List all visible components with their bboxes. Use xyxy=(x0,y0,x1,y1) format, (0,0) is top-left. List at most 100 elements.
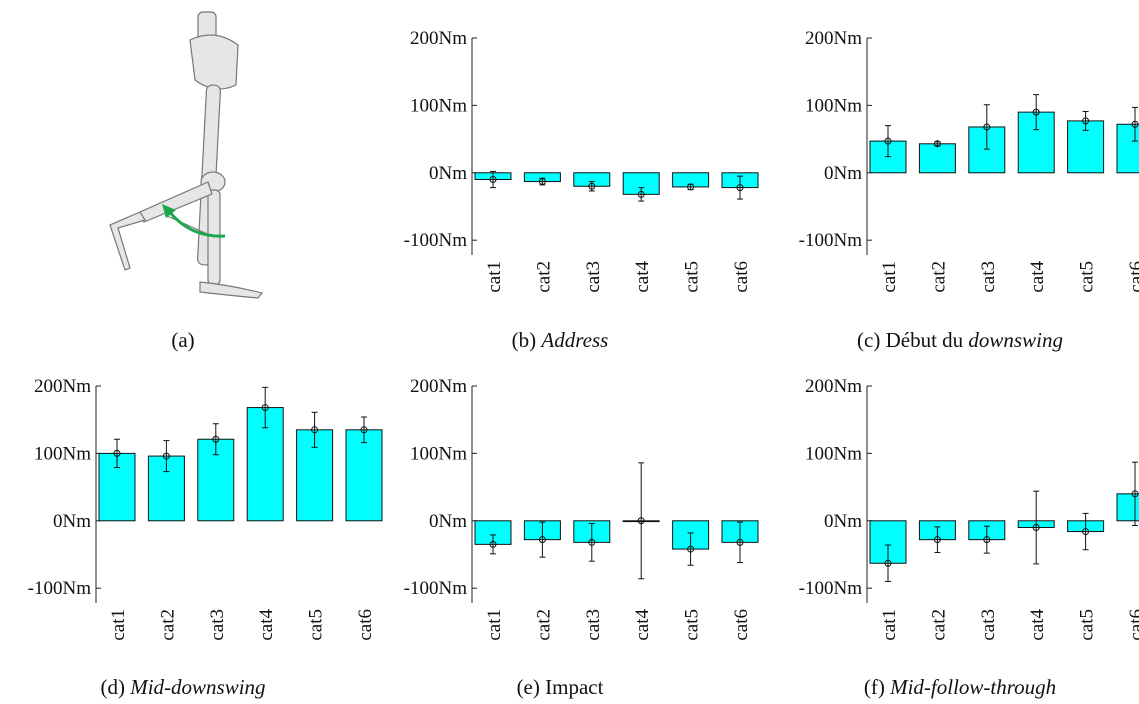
x-tick-label: cat1 xyxy=(879,261,900,293)
panel-caption: (e) Impact xyxy=(517,675,604,699)
y-tick-label: 100Nm xyxy=(34,443,91,464)
mean-marker xyxy=(261,404,269,412)
mean-marker xyxy=(687,183,695,191)
error-bar xyxy=(885,544,891,582)
error-bar xyxy=(1082,110,1089,131)
error-bar xyxy=(361,416,367,444)
panel-caption: (c) Début du downswing xyxy=(857,328,1063,352)
caption-title: downswing xyxy=(968,328,1063,352)
error-bar xyxy=(885,125,891,158)
y-tick-label: 200Nm xyxy=(34,376,91,397)
caption-label: (d) xyxy=(100,675,125,699)
mean-marker xyxy=(1032,524,1040,532)
x-tick-label: cat6 xyxy=(731,261,752,293)
mean-marker xyxy=(983,536,991,544)
panel-caption: (d) Mid-downswing xyxy=(100,675,265,699)
caption-title: Impact xyxy=(545,675,603,699)
x-tick-label: cat4 xyxy=(1027,261,1048,293)
caption-label: (c) xyxy=(857,328,880,352)
error-bar xyxy=(687,532,694,566)
mean-marker xyxy=(1082,117,1090,125)
error-bar xyxy=(163,440,170,473)
error-bar xyxy=(311,411,318,448)
mean-marker xyxy=(113,449,121,457)
skeleton-illustration xyxy=(109,11,264,299)
x-tick-label: cat3 xyxy=(583,261,604,293)
y-tick-label: 200Nm xyxy=(805,28,862,49)
mean-marker xyxy=(637,190,645,198)
error-bar xyxy=(638,187,645,202)
x-tick-label: cat6 xyxy=(1126,261,1139,293)
mean-marker xyxy=(933,536,941,544)
mean-marker xyxy=(489,540,497,548)
caption-title: Début du xyxy=(886,328,969,352)
mean-marker xyxy=(1082,528,1090,536)
y-tick-label: 200Nm xyxy=(410,376,467,397)
bar xyxy=(1116,493,1139,522)
panel-caption: (b) Address xyxy=(512,328,609,352)
x-tick-label: cat1 xyxy=(108,609,129,641)
bar xyxy=(345,429,383,522)
mean-marker xyxy=(489,176,497,184)
error-bar xyxy=(1132,106,1138,142)
x-tick-label: cat6 xyxy=(1126,609,1139,641)
y-tick-label: 0Nm xyxy=(53,511,91,532)
caption-label: (f) xyxy=(864,675,885,699)
x-tick-label: cat4 xyxy=(632,261,653,293)
y-tick-label: -100Nm xyxy=(799,578,863,599)
error-bar xyxy=(539,521,546,558)
x-tick-label: cat6 xyxy=(731,609,752,641)
y-tick-label: 200Nm xyxy=(805,376,862,397)
caption-label: (e) xyxy=(517,675,540,699)
x-tick-label: cat4 xyxy=(256,609,277,641)
error-bar xyxy=(1132,461,1138,526)
error-bar xyxy=(983,104,990,150)
mean-marker xyxy=(588,182,596,190)
y-tick-label: 100Nm xyxy=(410,443,467,464)
x-tick-label: cat4 xyxy=(632,609,653,641)
x-tick-label: cat4 xyxy=(1027,609,1048,641)
y-tick-label: 200Nm xyxy=(410,28,467,49)
mean-marker xyxy=(212,435,220,443)
y-tick-label: 100Nm xyxy=(805,443,862,464)
mean-marker xyxy=(1131,490,1139,498)
x-tick-label: cat5 xyxy=(682,609,703,641)
x-tick-label: cat3 xyxy=(978,609,999,641)
panel-caption: (f) Mid-follow-through xyxy=(864,675,1056,699)
bar xyxy=(1116,123,1139,174)
x-tick-label: cat2 xyxy=(533,609,554,641)
y-tick-label: 0Nm xyxy=(824,163,862,184)
mean-marker xyxy=(736,184,744,192)
mean-marker xyxy=(360,426,368,434)
x-tick-label: cat1 xyxy=(484,261,505,293)
x-tick-label: cat5 xyxy=(306,609,327,641)
error-bar xyxy=(114,438,120,469)
mean-marker xyxy=(736,538,744,546)
error-bar xyxy=(737,175,743,200)
x-tick-label: cat5 xyxy=(1077,609,1098,641)
arrow-head xyxy=(162,204,176,218)
y-tick-label: 100Nm xyxy=(410,95,467,116)
y-tick-label: 0Nm xyxy=(429,511,467,532)
error-bar xyxy=(588,522,595,562)
x-tick-label: cat6 xyxy=(355,609,376,641)
error-bar xyxy=(212,423,219,456)
x-tick-label: cat5 xyxy=(682,261,703,293)
x-tick-label: cat3 xyxy=(583,609,604,641)
x-tick-label: cat2 xyxy=(928,609,949,641)
x-tick-label: cat1 xyxy=(879,609,900,641)
y-tick-label: -100Nm xyxy=(404,230,468,251)
panel-caption: (a) xyxy=(171,328,194,352)
error-bar xyxy=(934,526,941,553)
y-tick-label: 0Nm xyxy=(429,163,467,184)
error-bar xyxy=(490,170,496,189)
y-tick-label: 100Nm xyxy=(805,95,862,116)
x-tick-label: cat2 xyxy=(928,261,949,293)
mean-marker xyxy=(162,452,170,460)
error-bar xyxy=(638,462,645,580)
caption-title: Mid-follow-through xyxy=(889,675,1056,699)
x-tick-label: cat2 xyxy=(157,609,178,641)
y-tick-label: -100Nm xyxy=(28,578,92,599)
mean-marker xyxy=(311,426,319,434)
